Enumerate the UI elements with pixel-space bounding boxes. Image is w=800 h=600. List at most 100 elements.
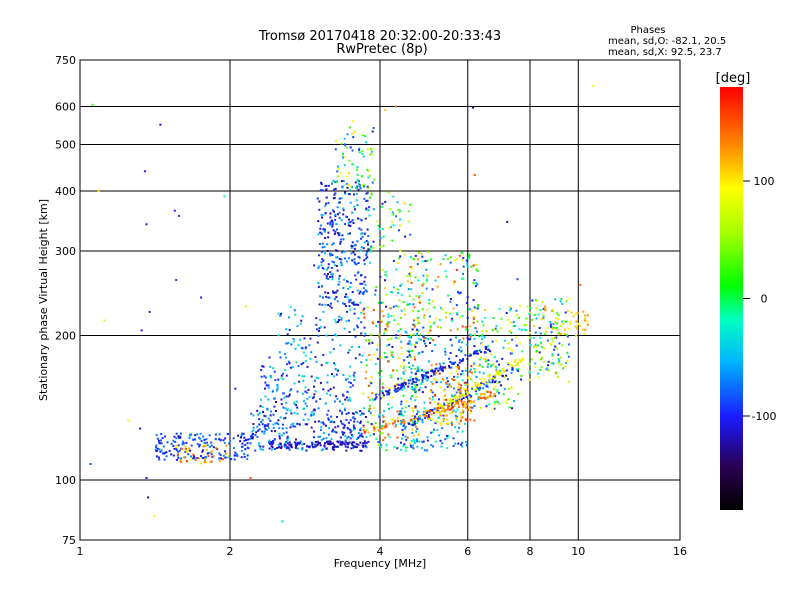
echo-point <box>436 408 439 411</box>
echo-point <box>423 449 426 452</box>
echo-point <box>368 174 371 177</box>
echo-point <box>551 340 554 343</box>
echo-point <box>347 399 350 402</box>
echo-point <box>325 196 328 199</box>
echo-point <box>418 389 421 391</box>
echo-point <box>441 369 444 372</box>
echo-point <box>363 241 366 244</box>
echo-point <box>390 351 393 354</box>
echo-point <box>342 209 345 212</box>
echo-point <box>455 258 458 261</box>
echo-point <box>557 362 560 364</box>
echo-point <box>509 306 511 309</box>
echo-point <box>264 415 267 418</box>
echo-point <box>185 441 188 444</box>
echo-point <box>349 308 352 311</box>
echo-point <box>438 372 441 375</box>
echo-point <box>309 357 312 360</box>
echo-point <box>392 314 395 317</box>
echo-point <box>270 442 273 445</box>
echo-point <box>385 305 388 308</box>
echo-point <box>388 422 391 425</box>
echo-point <box>473 368 476 370</box>
echo-point <box>408 366 411 368</box>
echo-point <box>349 381 352 384</box>
echo-point <box>461 441 464 444</box>
echo-point <box>363 184 366 187</box>
echo-point <box>262 411 265 413</box>
echo-point <box>261 430 264 433</box>
echo-point <box>472 264 475 267</box>
echo-point <box>485 390 488 393</box>
echo-point <box>402 371 405 374</box>
echo-point <box>405 331 408 334</box>
echo-point <box>467 408 470 411</box>
echo-point <box>333 421 336 424</box>
echo-point <box>319 318 322 321</box>
echo-point <box>317 265 320 268</box>
echo-point <box>510 364 513 367</box>
echo-point <box>91 103 94 106</box>
echo-point <box>317 377 320 380</box>
echo-point <box>284 416 287 419</box>
echo-point <box>160 439 162 442</box>
echo-point <box>302 418 305 421</box>
echo-point <box>409 342 412 345</box>
echo-point <box>342 394 345 397</box>
echo-point <box>591 85 594 87</box>
echo-point <box>347 287 349 290</box>
echo-point <box>266 384 269 387</box>
echo-point <box>570 311 573 314</box>
echo-point <box>439 404 442 407</box>
echo-point <box>346 186 349 189</box>
echo-point <box>415 395 418 398</box>
echo-point <box>480 335 483 338</box>
echo-point <box>360 228 363 231</box>
echo-point <box>282 432 285 435</box>
echo-point <box>326 273 329 276</box>
echo-point <box>468 308 471 311</box>
echo-point <box>321 216 324 219</box>
echo-point <box>281 427 284 430</box>
echo-point <box>507 342 510 345</box>
echo-point <box>349 437 352 440</box>
echo-point <box>417 329 420 332</box>
echo-point <box>368 410 371 412</box>
echo-point <box>286 439 289 442</box>
echo-point <box>340 261 343 264</box>
echo-point <box>474 384 477 387</box>
echo-point <box>563 332 566 335</box>
echo-point <box>411 414 414 417</box>
echo-point <box>542 361 545 364</box>
echo-point <box>541 346 544 349</box>
echo-point <box>512 368 514 371</box>
echo-point <box>470 395 473 398</box>
echo-point <box>491 340 494 343</box>
echo-point <box>515 364 517 367</box>
y-tick-label: 75 <box>62 534 76 547</box>
echo-point <box>179 460 182 463</box>
echo-point <box>399 441 402 444</box>
echo-point <box>322 423 325 426</box>
echo-point <box>311 445 314 448</box>
echo-point <box>269 443 272 446</box>
echo-point <box>372 309 375 311</box>
echo-point <box>430 258 433 261</box>
echo-point <box>356 438 359 441</box>
echo-point <box>331 373 333 376</box>
echo-point <box>349 146 352 149</box>
echo-point <box>314 390 317 393</box>
echo-point <box>263 375 266 378</box>
echo-point <box>476 269 479 272</box>
echo-point <box>344 434 347 437</box>
echo-point <box>431 370 434 373</box>
echo-point <box>341 403 344 406</box>
echo-point <box>433 370 436 372</box>
echo-point <box>244 448 247 451</box>
echo-point <box>372 208 375 211</box>
echo-point <box>366 306 369 309</box>
echo-point <box>272 367 275 370</box>
echo-point <box>159 123 162 126</box>
echo-point <box>363 407 366 410</box>
echo-point <box>470 399 473 402</box>
